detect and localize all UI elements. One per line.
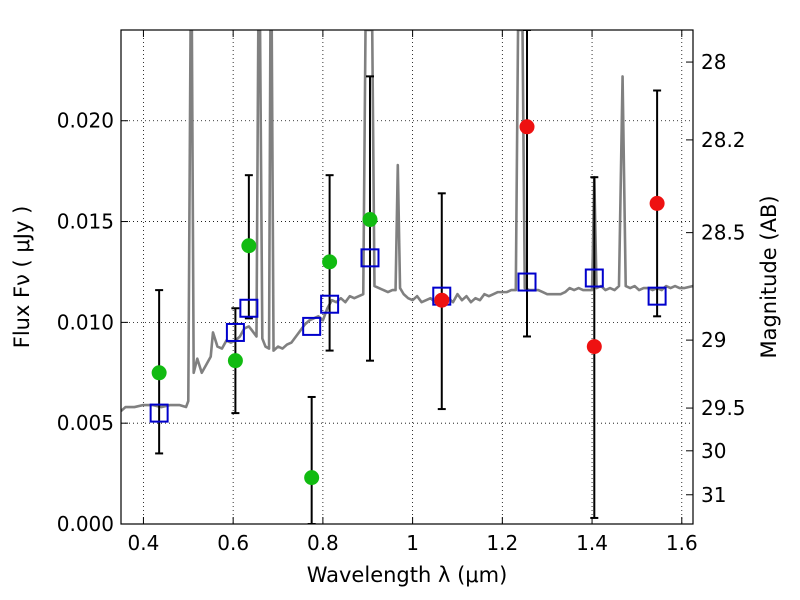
y2-tick-label: 28.2	[701, 128, 746, 152]
y2-tick-label: 29.5	[701, 396, 746, 420]
nondetection-point	[519, 119, 535, 135]
detection-point	[241, 238, 257, 254]
y2-tick-label: 30	[701, 439, 726, 463]
y2-axis-label: Magnitude (AB)	[757, 195, 781, 358]
y2-tick-label: 29	[701, 328, 726, 352]
y-tick-label: 0.000	[57, 512, 114, 536]
plot-area	[121, 30, 693, 524]
model-square	[517, 272, 537, 292]
model-square	[239, 298, 259, 318]
detection-point	[151, 365, 167, 381]
y-tick-label: 0.010	[57, 310, 114, 334]
nondetection-point	[434, 292, 450, 308]
model-square	[225, 322, 245, 342]
x-tick-label: 1.2	[486, 531, 518, 555]
x-tick-label: 0.4	[128, 531, 160, 555]
model-square	[647, 286, 667, 306]
model-square	[302, 316, 322, 336]
detection-point	[362, 212, 378, 228]
detection-point	[322, 254, 338, 270]
x-tick-label: 0.6	[217, 531, 249, 555]
plot-frame	[120, 29, 694, 525]
model-square	[360, 248, 380, 268]
y-tick-label: 0.015	[57, 210, 114, 234]
nondetection-point	[649, 195, 665, 211]
model-square	[320, 294, 340, 314]
y2-tick-label: 28	[701, 50, 726, 74]
x-tick-label: 1	[406, 531, 419, 555]
detection-point	[304, 470, 320, 486]
y-tick-label: 0.005	[57, 411, 114, 435]
x-axis-label: Wavelength λ (μm)	[307, 563, 508, 587]
grid-layer	[121, 30, 693, 524]
x-tick-label: 1.4	[576, 531, 608, 555]
y2-tick-label: 31	[701, 483, 726, 507]
model-square	[584, 268, 604, 288]
spectrum-line	[121, 30, 693, 413]
y-tick-label: 0.020	[57, 109, 114, 133]
y-axis-label: Flux Fν ( μJy )	[10, 206, 34, 349]
nondetection-point	[586, 339, 602, 355]
y2-tick-label: 28.5	[701, 221, 746, 245]
detection-point	[227, 353, 243, 369]
x-tick-label: 1.6	[666, 531, 698, 555]
x-tick-label: 0.8	[307, 531, 339, 555]
model-square	[149, 403, 169, 423]
tick-layer: 0.4 0.6 0.8 1 1.2 1.4 1.6 0.000 0.005 0.010 0.015 0…	[57, 30, 746, 555]
